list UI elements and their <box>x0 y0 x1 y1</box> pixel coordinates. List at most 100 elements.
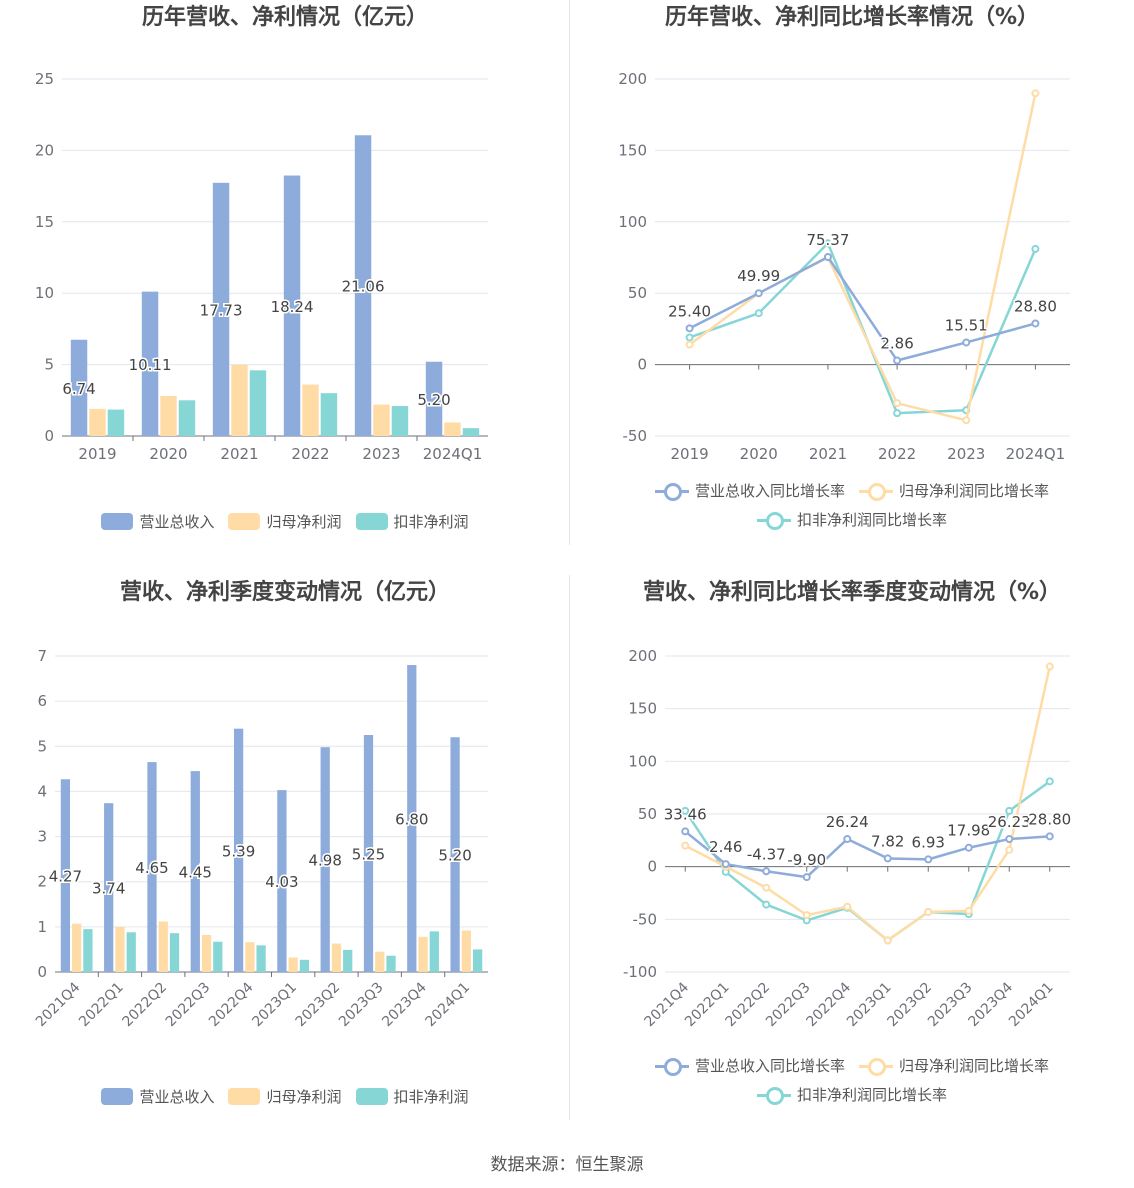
data-point <box>1045 832 1054 841</box>
bar-value-label: 4.27 <box>49 868 82 886</box>
legend-item[interactable]: 归母净利润 <box>228 1086 342 1107</box>
data-point <box>893 399 902 408</box>
data-point <box>754 289 763 298</box>
data-point <box>924 855 933 864</box>
point-value-label: 15.51 <box>945 316 988 334</box>
x-tick-label: 2020 <box>149 445 187 463</box>
x-tick-label: 2021Q4 <box>33 979 84 1030</box>
bar <box>147 762 157 972</box>
bar-value-label: 3.74 <box>92 880 125 898</box>
legend-item[interactable]: 扣非净利润 <box>355 1086 469 1107</box>
point-value-label: 75.37 <box>806 231 849 249</box>
y-tick-label: 100 <box>618 213 647 231</box>
legend-label: 归母净利润 <box>266 1088 342 1106</box>
legend-item[interactable]: 扣非净利润同比增长率 <box>756 509 947 530</box>
point-value-label: 6.93 <box>912 833 945 851</box>
bar <box>373 404 390 436</box>
quarterly-growth-rate-chart: -100-500501001502002021Q42022Q12022Q2202… <box>623 647 1073 1031</box>
bar <box>70 339 88 436</box>
legend-label: 营业总收入同比增长率 <box>694 1057 845 1075</box>
legend-row: 营业总收入 归母净利润 扣非净利润 <box>0 1086 570 1107</box>
point-value-label: 17.98 <box>947 822 990 840</box>
bar <box>169 933 180 972</box>
legend-item[interactable]: 营业总收入 <box>101 1086 214 1107</box>
point-value-label: 2.46 <box>709 838 742 856</box>
bar-value-label: 5.20 <box>438 847 471 865</box>
legend-item[interactable]: 扣非净利润 <box>355 511 469 532</box>
point-value-label: -9.90 <box>787 851 826 869</box>
y-tick-label: 0 <box>37 963 47 981</box>
legend-item[interactable]: 营业总收入同比增长率 <box>654 1055 845 1076</box>
x-tick-label: 2019 <box>78 445 116 463</box>
y-tick-label: 3 <box>37 828 47 846</box>
data-point <box>681 827 690 836</box>
legend-label: 营业总收入同比增长率 <box>694 482 845 500</box>
bar <box>343 949 353 972</box>
y-tick-label: 50 <box>628 284 647 302</box>
legend-label: 归母净利润同比增长率 <box>899 482 1050 500</box>
legend-row: 扣非净利润同比增长率 <box>570 509 1134 530</box>
y-tick-label: 1 <box>37 918 47 936</box>
series-line <box>688 93 1037 422</box>
bar <box>462 428 480 436</box>
bar <box>158 921 168 972</box>
data-point <box>762 867 771 876</box>
bar <box>299 959 310 972</box>
bar <box>249 370 267 436</box>
legend-item[interactable]: 营业总收入 <box>101 511 214 532</box>
y-tick-label: 10 <box>35 284 54 302</box>
data-point <box>721 860 730 869</box>
legend-line-marker <box>859 482 893 501</box>
x-tick-label: 2022 <box>878 445 916 463</box>
bar <box>320 747 330 972</box>
point-value-label: 26.23 <box>988 813 1031 831</box>
point-value-label: 7.82 <box>871 832 904 850</box>
x-tick-label: 2022Q3 <box>163 980 214 1031</box>
bar <box>212 182 230 436</box>
x-tick-label: 2023 <box>947 445 985 463</box>
bar <box>201 934 212 972</box>
legend-item[interactable]: 归母净利润同比增长率 <box>859 1055 1049 1076</box>
chart-title: 营收、净利同比增长率季度变动情况（%） <box>642 580 1062 605</box>
x-tick-label: 2023Q1 <box>249 980 300 1031</box>
legend-label: 归母净利润同比增长率 <box>899 1057 1050 1075</box>
bar <box>386 955 396 972</box>
data-point <box>962 416 971 425</box>
quarterly-revenue-profit-chart: 012345672021Q42022Q12022Q22022Q32022Q420… <box>33 647 488 1031</box>
bar <box>115 926 125 972</box>
legend-item[interactable]: 扣非净利润同比增长率 <box>756 1084 947 1105</box>
x-tick-label: 2023Q2 <box>293 980 344 1031</box>
y-tick-label: 150 <box>618 141 647 159</box>
data-point <box>964 843 973 852</box>
data-point <box>1045 662 1054 671</box>
bar-value-label: 6.80 <box>395 811 428 829</box>
x-tick-label: 2022Q1 <box>76 980 127 1031</box>
legend-item[interactable]: 营业总收入同比增长率 <box>654 480 845 501</box>
point-value-label: 33.46 <box>664 805 707 823</box>
legend-line-marker <box>756 1086 791 1105</box>
x-tick-label: 2023 <box>362 445 400 463</box>
data-point <box>883 854 892 863</box>
y-tick-label: 0 <box>647 858 657 876</box>
bar <box>444 422 461 436</box>
legend-item[interactable]: 归母净利润 <box>228 511 342 532</box>
bar <box>288 957 298 972</box>
data-point <box>754 309 763 318</box>
chart-legend: 营业总收入同比增长率 归母净利润同比增长率扣非净利润同比增长率 <box>570 480 1134 538</box>
x-tick-label: 2024Q1 <box>1006 980 1057 1031</box>
y-tick-label: 2 <box>37 873 47 891</box>
bar <box>277 790 287 972</box>
y-tick-label: -50 <box>633 910 658 928</box>
data-point <box>1031 319 1040 328</box>
quarterly-growth-rate-panel: 营收、净利同比增长率季度变动情况（%） -100 -50 0 50 100 150 200 2… <box>570 575 1134 1120</box>
y-tick-label: 200 <box>618 70 647 88</box>
legend-label: 营业总收入 <box>139 1088 215 1106</box>
data-point <box>762 883 771 892</box>
bar <box>89 408 106 436</box>
x-tick-label: 2020 <box>740 445 778 463</box>
data-point <box>681 841 690 850</box>
legend-item[interactable]: 归母净利润同比增长率 <box>859 480 1049 501</box>
bar <box>83 929 93 972</box>
series-line <box>684 780 1051 942</box>
bar <box>178 400 196 436</box>
